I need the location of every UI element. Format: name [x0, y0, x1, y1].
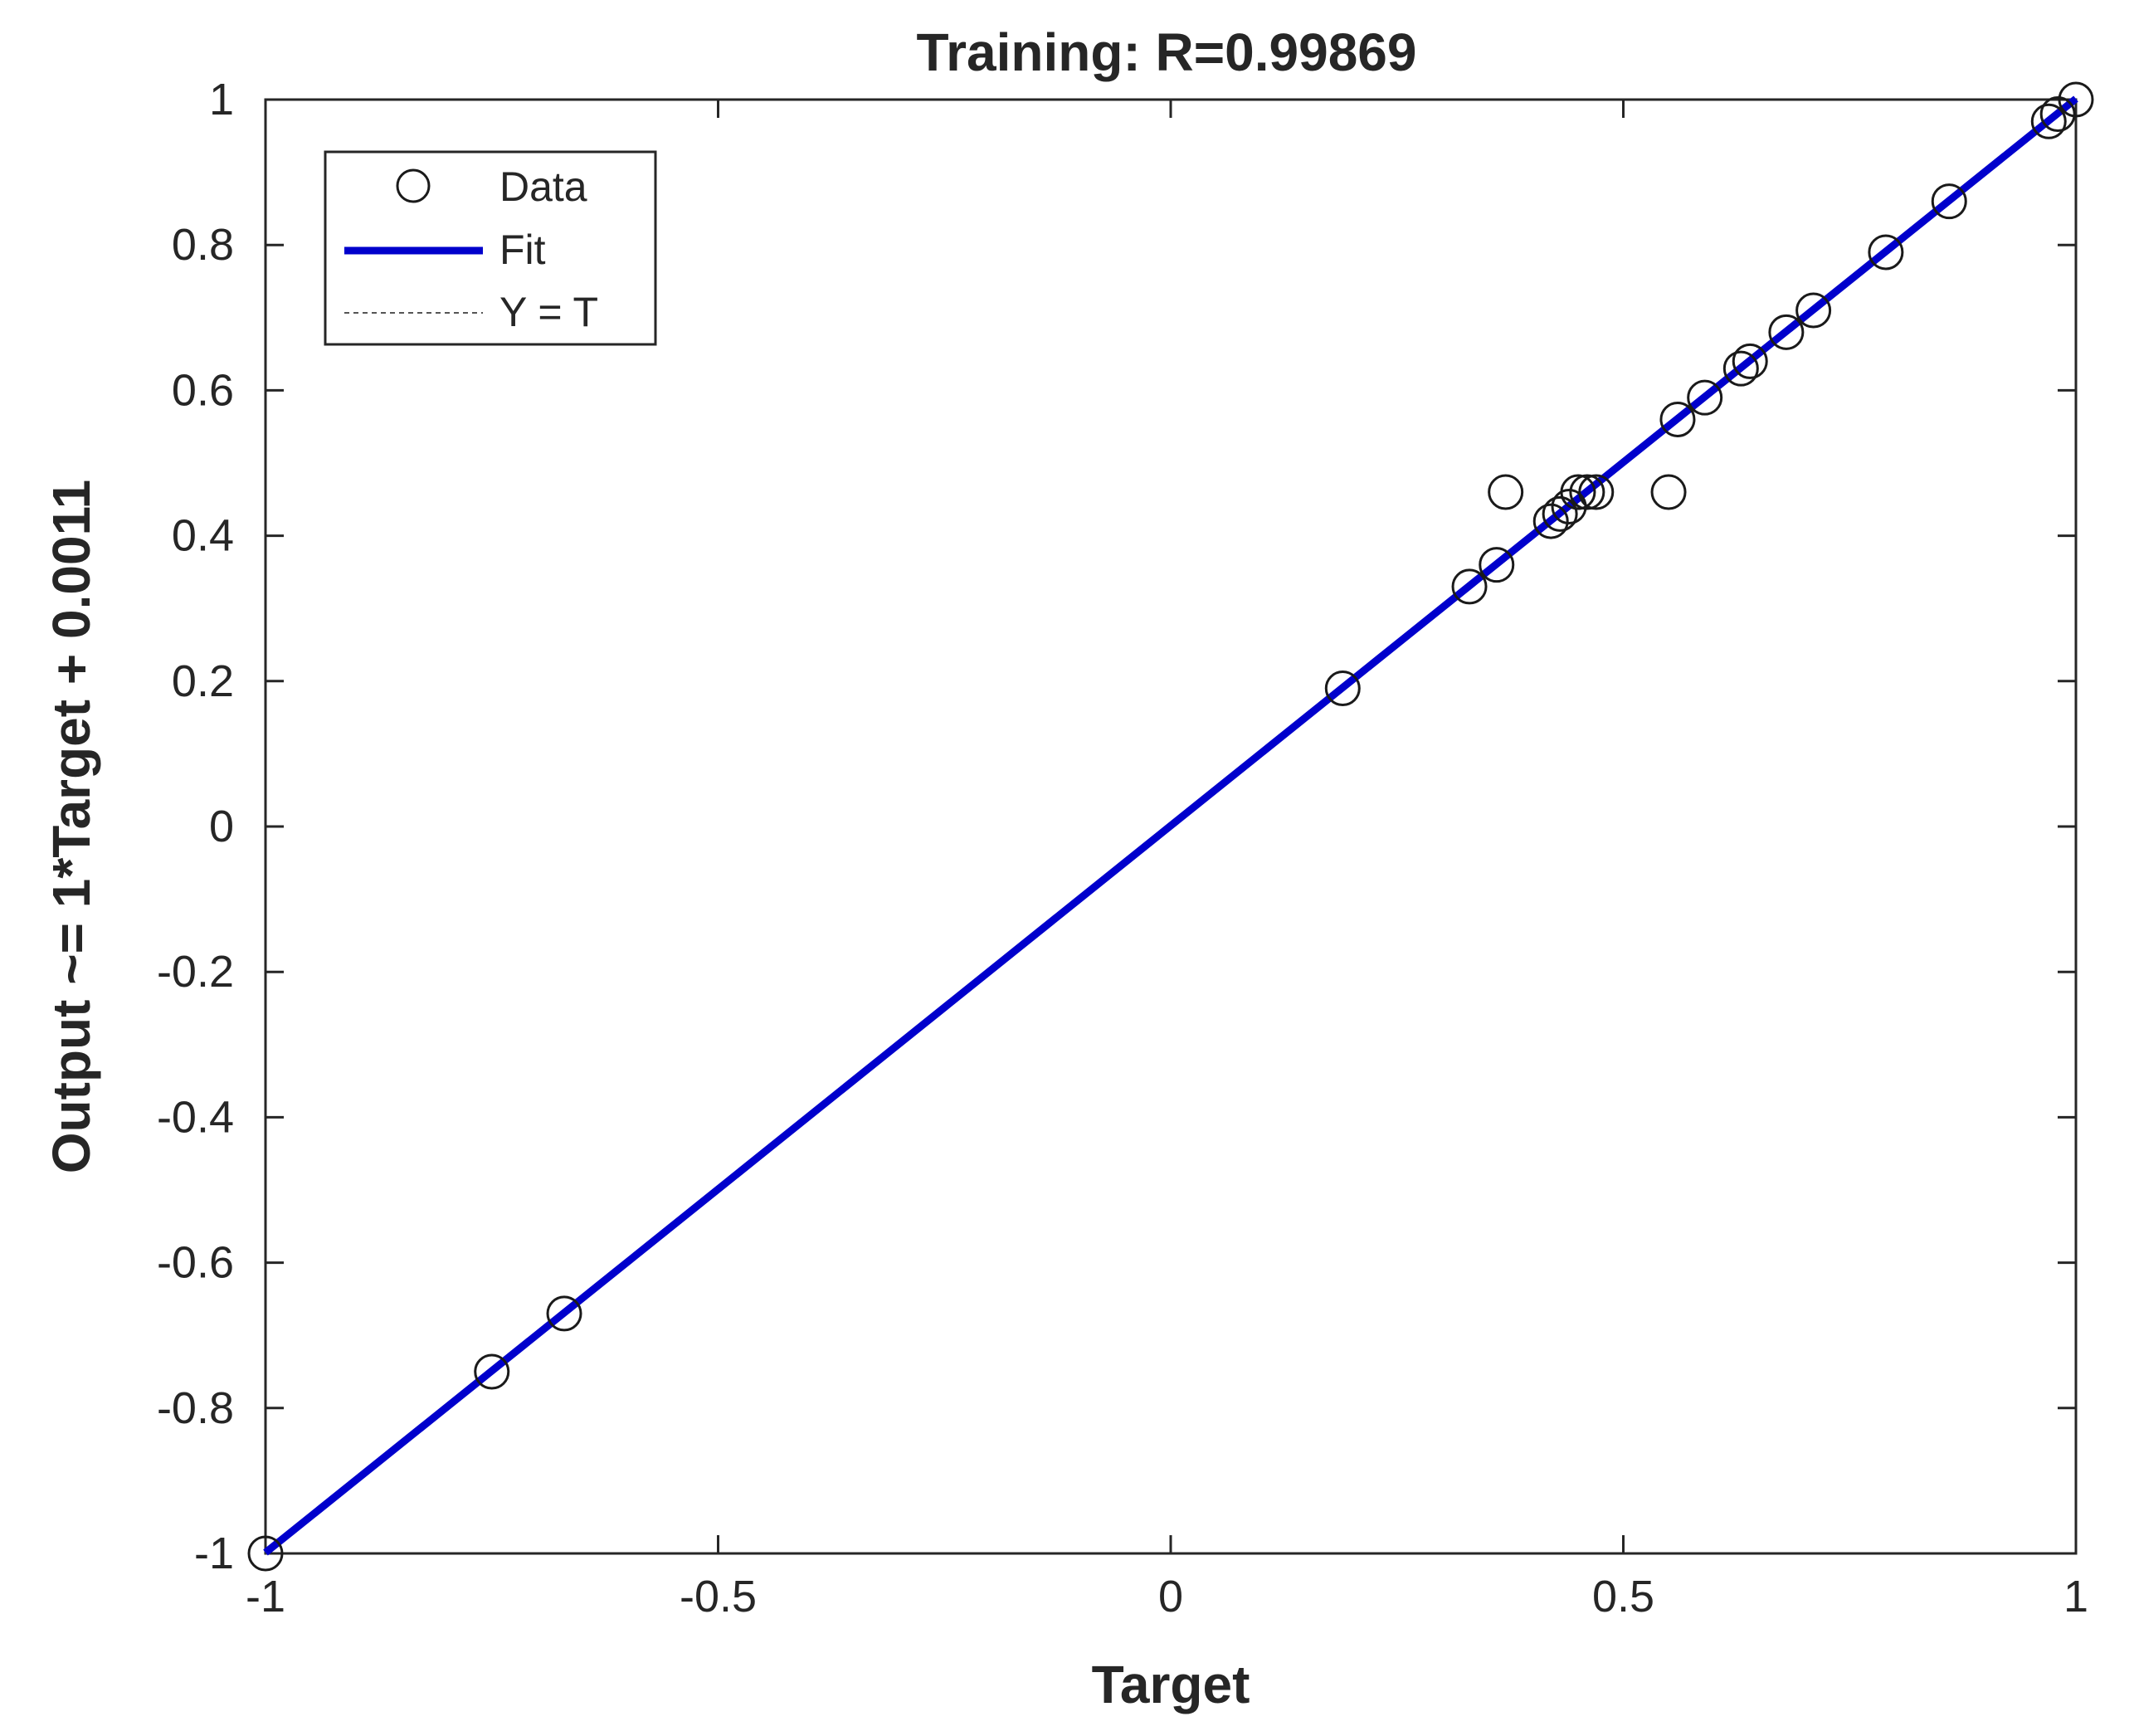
data-point — [1451, 568, 1488, 605]
x-tick-label: 0 — [1158, 1572, 1183, 1621]
y-tick-label: -0.2 — [157, 947, 234, 997]
data-point — [1569, 474, 1605, 510]
y-tick-label: -0.6 — [157, 1238, 234, 1288]
x-axis-title: Target — [1092, 1655, 1250, 1714]
fit-line-layer — [263, 95, 2078, 1556]
y-tick-label: 0 — [209, 802, 234, 851]
data-point — [247, 1535, 284, 1572]
data-point — [2030, 103, 2067, 139]
x-tick-label: 0.5 — [1592, 1572, 1654, 1621]
data-point — [1542, 495, 1578, 532]
x-tick-labels: -1 -0.5 0 0.5 1 — [246, 1572, 2088, 1621]
legend-data-marker-icon — [396, 168, 431, 203]
data-point — [2039, 96, 2076, 133]
data-point — [1659, 401, 1696, 437]
y-tick-label: -0.8 — [157, 1383, 234, 1433]
data-point — [1560, 474, 1596, 510]
data-point — [1931, 183, 1967, 220]
y-tick-label: -0.4 — [157, 1092, 234, 1142]
y-tick-labels: -1 -0.8 -0.6 -0.4 -0.2 0 0.2 0.4 0.6 0.8 1 — [157, 75, 234, 1578]
fit-line — [263, 95, 2078, 1556]
data-point — [1578, 474, 1615, 510]
data-point — [1488, 474, 1524, 510]
chart-title: Training: R=0.99869 — [917, 22, 1417, 82]
data-point — [1687, 379, 1723, 416]
data-point — [1795, 292, 1832, 329]
y-tick-label: 1 — [209, 75, 234, 124]
data-points — [247, 81, 2094, 1572]
data-point — [1868, 234, 1904, 271]
y-tick-label: 0.2 — [172, 656, 234, 706]
y-tick-label: -1 — [194, 1529, 234, 1578]
data-point — [1768, 314, 1805, 350]
legend-label-fit: Fit — [499, 227, 546, 273]
legend-label-data: Data — [499, 163, 587, 210]
y-tick-label: 0.4 — [172, 511, 234, 561]
x-tick-label: -1 — [246, 1572, 285, 1621]
x-tick-label: -0.5 — [680, 1572, 757, 1621]
data-point — [1650, 474, 1687, 510]
data-point — [1732, 343, 1768, 379]
data-point — [474, 1353, 510, 1390]
x-tick-label: 1 — [2063, 1572, 2088, 1621]
legend: Data Fit Y = T — [324, 150, 657, 346]
legend-label-identity: Y = T — [499, 289, 598, 335]
data-point — [1324, 671, 1361, 707]
data-point — [1722, 350, 1759, 387]
data-point — [2058, 81, 2094, 118]
data-point — [546, 1295, 582, 1332]
y-axis-title: Output ~= 1*Target + 0.0011 — [41, 480, 101, 1174]
data-point — [1532, 503, 1569, 539]
y-tick-label: 0.6 — [172, 365, 234, 415]
y-tick-label: 0.8 — [172, 220, 234, 270]
data-point — [1479, 547, 1515, 583]
